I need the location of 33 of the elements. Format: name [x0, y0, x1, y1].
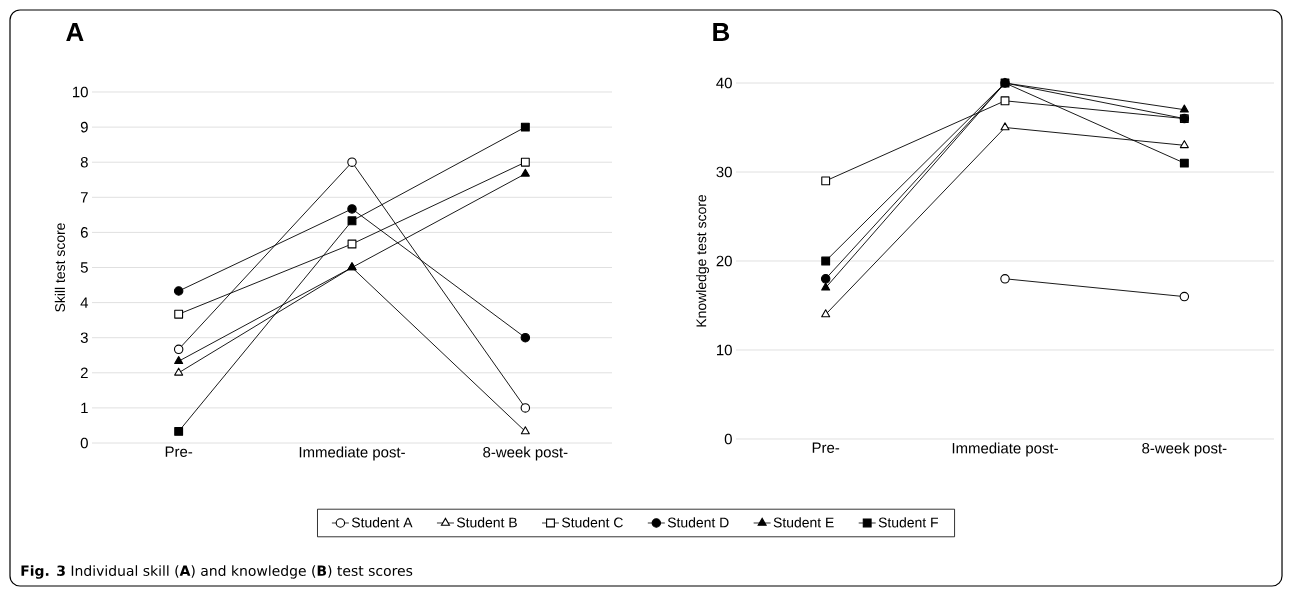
x-tick-label: Immediate post-: [299, 446, 405, 461]
y-tick-label: 1: [81, 402, 88, 414]
y-tick-label: 2: [80, 367, 88, 379]
y-tick-label: 30: [716, 166, 732, 178]
y-tick-label: 40: [716, 77, 732, 89]
chart-title: A: [66, 23, 84, 41]
x-tick-label: Pre-: [165, 446, 193, 457]
y-tick-label: 0: [724, 433, 732, 445]
x-tick-label: Pre-: [812, 442, 840, 453]
legend-label: Student E: [773, 517, 834, 528]
y-tick-label: 8: [80, 156, 88, 168]
y-tick-label: 10: [73, 86, 88, 98]
y-tick-label: 5: [80, 262, 88, 273]
x-tick-label: 8-week post-: [483, 446, 568, 461]
legend-label: Student F: [878, 517, 938, 528]
y-tick-label: 0: [80, 437, 88, 449]
y-tick-label: 9: [80, 121, 88, 133]
text: Fig. 3 Individual skill (A) and knowledge (B) test scores: [21, 565, 413, 579]
chart-title: B: [713, 23, 730, 41]
y-tick-label: 3: [80, 332, 88, 343]
y-tick-label: 10: [717, 344, 732, 356]
legend-label: Student D: [667, 517, 729, 528]
legend-label: Student B: [456, 517, 517, 528]
y-tick-label: 4: [80, 297, 89, 308]
y-tick-label: 7: [80, 192, 88, 203]
x-tick-label: 8-week post-: [1142, 442, 1227, 457]
legend-label: Student A: [351, 517, 413, 528]
x-tick-label: Immediate post-: [952, 442, 1058, 457]
y-axis-title: Knowledge test score: [696, 194, 710, 327]
legend-label: Student C: [562, 517, 623, 528]
y-axis-title: Skill test score: [54, 223, 66, 312]
y-tick-label: 20: [716, 255, 732, 267]
y-tick-label: 6: [80, 227, 88, 238]
